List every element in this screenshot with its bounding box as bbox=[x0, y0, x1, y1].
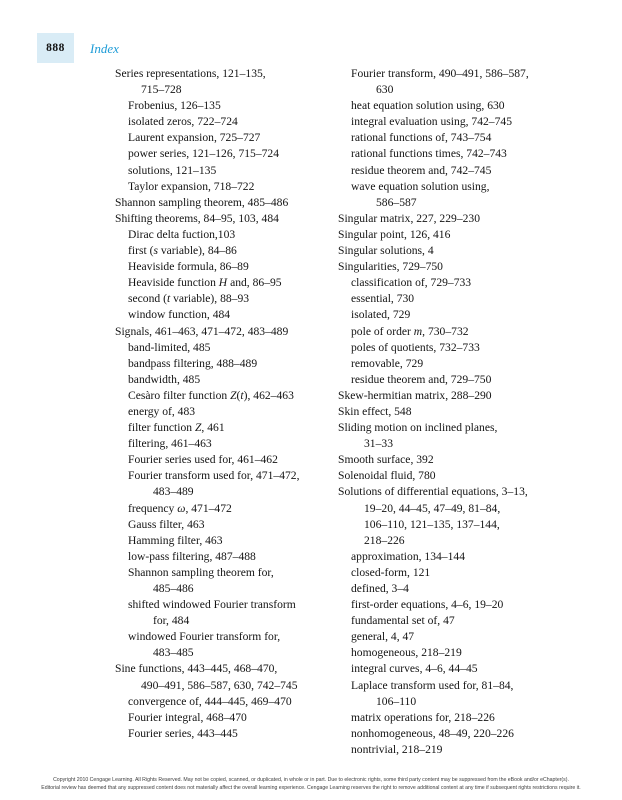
index-entry: rational functions of, 743–754 bbox=[351, 131, 492, 145]
index-entry: matrix operations for, 218–226 bbox=[351, 710, 495, 724]
index-entry: classification of, 729–733 bbox=[351, 276, 472, 290]
index-entry: windowed Fourier transform for, bbox=[128, 630, 281, 644]
index-entry: integral evaluation using, 742–745 bbox=[351, 115, 512, 129]
index-entry: Solutions of differential equations, 3–1… bbox=[338, 485, 528, 499]
index-entry: 106–110 bbox=[376, 694, 417, 708]
index-entry: band-limited, 485 bbox=[128, 340, 211, 354]
index-entry: homogeneous, 218–219 bbox=[351, 646, 462, 660]
index-entry: Singular point, 126, 416 bbox=[338, 227, 451, 241]
index-entry: Taylor expansion, 718–722 bbox=[128, 179, 255, 193]
index-entry: rational functions times, 742–743 bbox=[351, 147, 507, 161]
index-entry: Dirac delta fuction,103 bbox=[128, 227, 236, 241]
index-entry: Gauss filter, 463 bbox=[128, 517, 205, 531]
index-entry: isolated zeros, 722–724 bbox=[128, 115, 238, 129]
index-entry: solutions, 121–135 bbox=[128, 163, 217, 177]
index-entry: Sliding motion on inclined planes, bbox=[338, 421, 498, 435]
index-entry: Skew-hermitian matrix, 288–290 bbox=[338, 388, 492, 402]
index-entry: 715–728 bbox=[141, 83, 182, 97]
index-entry: low-pass filtering, 487–488 bbox=[128, 549, 256, 563]
index-entry: 218–226 bbox=[364, 533, 405, 547]
index-entry: Singular solutions, 4 bbox=[338, 244, 434, 258]
index-entry: nontrivial, 218–219 bbox=[351, 742, 443, 756]
index-entry: second (t variable), 88–93 bbox=[128, 292, 250, 306]
index-entry: essential, 730 bbox=[351, 292, 415, 306]
index-entry: fundamental set of, 47 bbox=[351, 614, 455, 628]
index-entry: 19–20, 44–45, 47–49, 81–84, bbox=[364, 501, 501, 515]
index-entry: Fourier series, 443–445 bbox=[128, 726, 238, 740]
copyright-line-1: Copyright 2010 Cengage Learning. All Rig… bbox=[53, 777, 569, 783]
index-entry: 485–486 bbox=[153, 582, 194, 595]
index-entry: 483–489 bbox=[153, 485, 194, 499]
index-entry: 483–485 bbox=[153, 646, 194, 660]
index-entry: pole of order m, 730–732 bbox=[351, 324, 469, 338]
index-entry: shifted windowed Fourier transform bbox=[128, 598, 296, 612]
index-entry: Heaviside formula, 86–89 bbox=[128, 260, 249, 274]
index-entry: filtering, 461–463 bbox=[128, 437, 212, 451]
index-entry: Singularities, 729–750 bbox=[338, 260, 443, 274]
index-entry: Fourier series used for, 461–462 bbox=[128, 453, 278, 467]
index-entry: removable, 729 bbox=[351, 356, 424, 370]
index-entry: isolated, 729 bbox=[351, 308, 411, 322]
index-entry: Singular matrix, 227, 229–230 bbox=[338, 211, 481, 225]
index-entry: Heaviside function H and, 86–95 bbox=[128, 276, 282, 290]
index-column-right: Fourier transform, 490–491, 586–587, 630 h… bbox=[338, 66, 588, 758]
index-entry: Solenoidal fluid, 780 bbox=[338, 469, 436, 483]
index-entry: Frobenius, 126–135 bbox=[128, 99, 221, 113]
index-column-left: Series representations, 121–135, 715–728 F… bbox=[115, 66, 345, 742]
index-entry: bandpass filtering, 488–489 bbox=[128, 356, 258, 370]
index-entry: 31–33 bbox=[364, 437, 393, 451]
index-entry: for, 484 bbox=[153, 614, 190, 628]
index-entry: residue theorem and, 729–750 bbox=[351, 372, 492, 386]
index-entry: first-order equations, 4–6, 19–20 bbox=[351, 598, 504, 612]
index-entry: Series representations, 121–135, bbox=[115, 67, 266, 80]
index-entry: poles of quotients, 732–733 bbox=[351, 340, 480, 354]
index-entry: Fourier transform, 490–491, 586–587, bbox=[351, 67, 529, 80]
index-entry: Smooth surface, 392 bbox=[338, 453, 434, 467]
index-entry: Cesàro filter function Z(t), 462–463 bbox=[128, 388, 294, 402]
index-entry: 586–587 bbox=[376, 195, 417, 209]
index-entry: integral curves, 4–6, 44–45 bbox=[351, 662, 478, 676]
index-entry: Fourier transform used for, 471–472, bbox=[128, 469, 300, 483]
index-entry: heat equation solution using, 630 bbox=[351, 99, 505, 113]
page-number: 888 bbox=[46, 42, 65, 54]
index-entry: Laplace transform used for, 81–84, bbox=[351, 678, 514, 692]
index-entry: Shannon sampling theorem, 485–486 bbox=[115, 195, 289, 209]
index-entry: bandwidth, 485 bbox=[128, 372, 201, 386]
index-entry: wave equation solution using, bbox=[351, 179, 490, 193]
index-entry: general, 4, 47 bbox=[351, 630, 415, 644]
index-entry: convergence of, 444–445, 469–470 bbox=[128, 694, 292, 708]
index-entry: 106–110, 121–135, 137–144, bbox=[364, 517, 500, 531]
index-entry: Skin effect, 548 bbox=[338, 404, 412, 418]
index-entry: first (s variable), 84–86 bbox=[128, 244, 237, 258]
index-entry: closed-form, 121 bbox=[351, 565, 431, 579]
index-entry: defined, 3–4 bbox=[351, 582, 409, 595]
index-entry: residue theorem and, 742–745 bbox=[351, 163, 492, 177]
copyright-line-2: Editorial review has deemed that any sup… bbox=[41, 784, 581, 791]
index-entry: Shannon sampling theorem for, bbox=[128, 565, 274, 579]
page-number-box: 888 bbox=[37, 33, 74, 63]
index-entry: 490–491, 586–587, 630, 742–745 bbox=[141, 678, 298, 692]
section-title: Index bbox=[90, 41, 119, 56]
index-entry: Sine functions, 443–445, 468–470, bbox=[115, 662, 278, 676]
index-entry: 630 bbox=[376, 83, 394, 97]
copyright-footer: Copyright 2010 Cengage Learning. All Rig… bbox=[30, 777, 592, 792]
index-entry: filter function Z, 461 bbox=[128, 421, 225, 435]
index-entry: frequency ω, 471–472 bbox=[128, 501, 232, 515]
index-entry: nonhomogeneous, 48–49, 220–226 bbox=[351, 726, 514, 740]
index-entry: approximation, 134–144 bbox=[351, 549, 465, 563]
index-entry: Laurent expansion, 725–727 bbox=[128, 131, 261, 145]
index-entry: Signals, 461–463, 471–472, 483–489 bbox=[115, 324, 289, 338]
index-entry: Shifting theorems, 84–95, 103, 484 bbox=[115, 211, 279, 225]
index-entry: Hamming filter, 463 bbox=[128, 533, 223, 547]
index-entry: power series, 121–126, 715–724 bbox=[128, 147, 280, 161]
index-entry: window function, 484 bbox=[128, 308, 231, 322]
index-entry: Fourier integral, 468–470 bbox=[128, 710, 247, 724]
index-entry: energy of, 483 bbox=[128, 404, 196, 418]
